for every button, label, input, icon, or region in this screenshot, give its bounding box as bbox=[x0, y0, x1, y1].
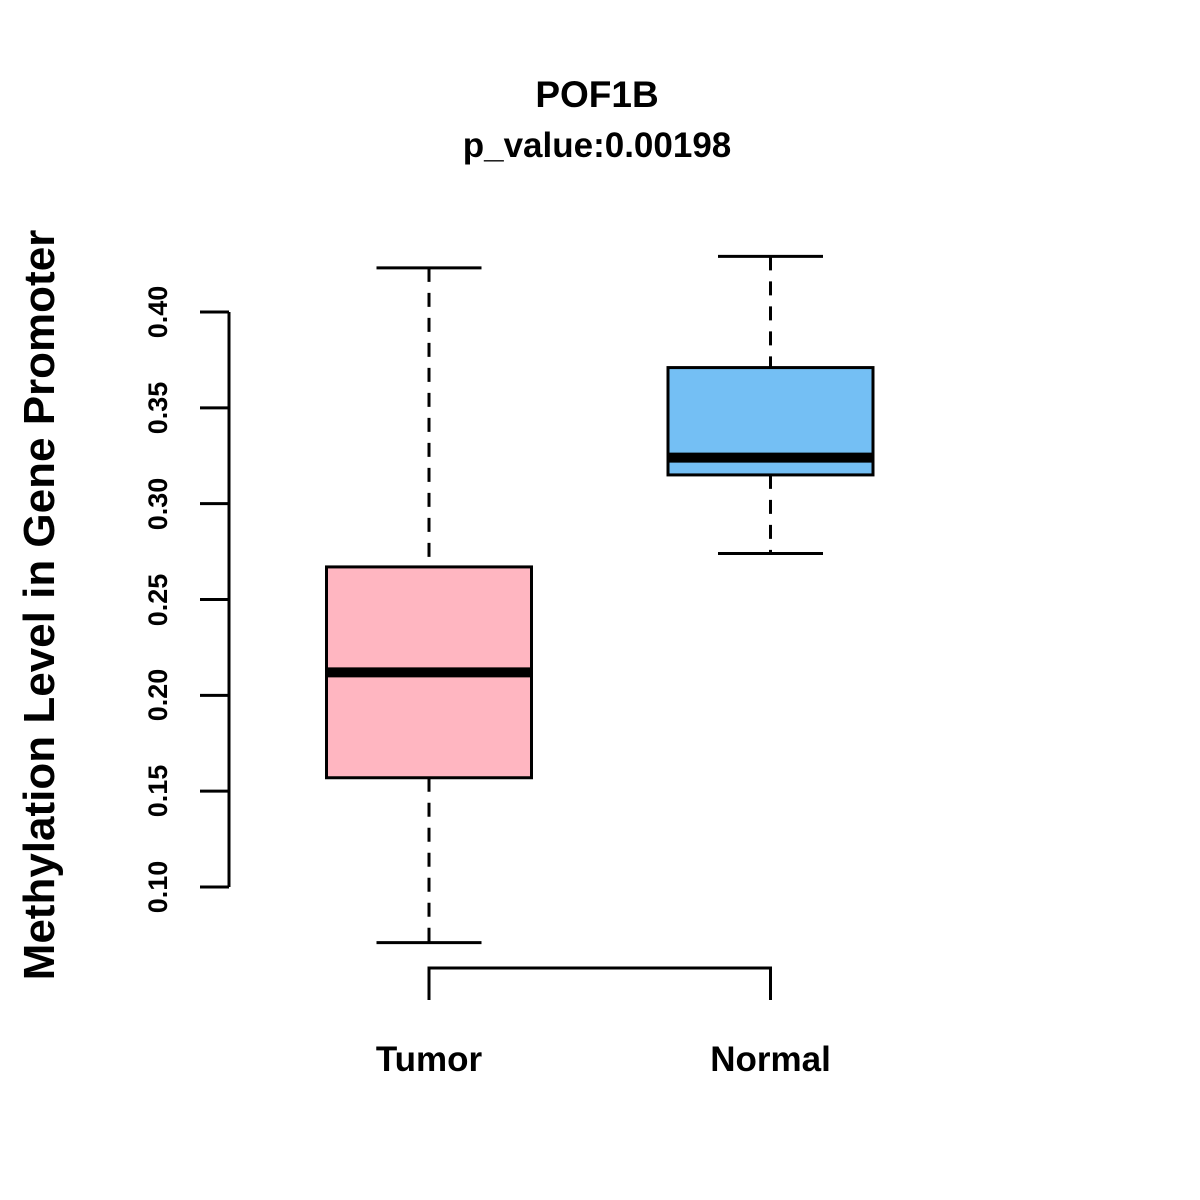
y-tick-label: 0.20 bbox=[143, 669, 173, 722]
x-category-label-normal: Normal bbox=[710, 1040, 831, 1079]
y-tick-label: 0.30 bbox=[143, 477, 173, 530]
y-tick-label: 0.10 bbox=[143, 860, 173, 914]
x-axis-bracket bbox=[427, 966, 772, 1000]
y-tick-label: 0.40 bbox=[143, 285, 173, 339]
y-tick-label: 0.25 bbox=[143, 573, 173, 626]
chart-title: POF1B bbox=[535, 74, 659, 115]
chart-subtitle: p_value:0.00198 bbox=[462, 126, 732, 165]
y-tick-label: 0.15 bbox=[143, 764, 173, 818]
y-tick-label: 0.35 bbox=[143, 381, 173, 435]
x-category-label-tumor: Tumor bbox=[375, 1040, 483, 1079]
